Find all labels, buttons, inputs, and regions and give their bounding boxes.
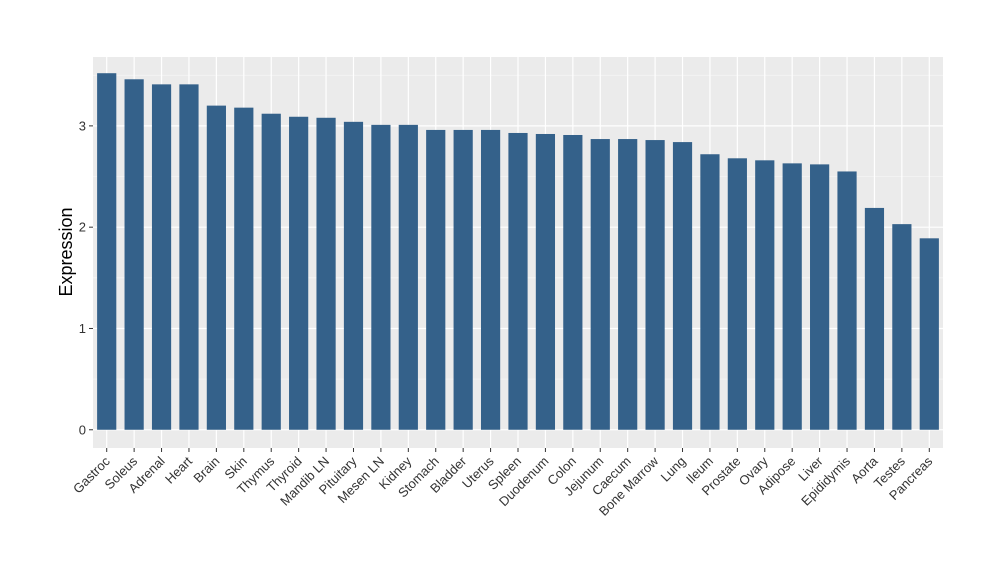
bar-testes — [892, 224, 912, 430]
bar-aorta — [864, 207, 885, 430]
bar-caecum — [618, 139, 638, 430]
bar-liver — [810, 164, 830, 430]
bar-uterus — [480, 129, 501, 430]
bar-epididymis — [837, 171, 857, 430]
bar-brain — [206, 105, 226, 430]
bar-kidney — [398, 124, 418, 430]
y-axis-title: Expression — [56, 207, 76, 296]
bar-jejunum — [590, 139, 610, 430]
bar-thyroid — [289, 116, 309, 430]
bar-soleus — [124, 79, 144, 430]
bar-ovary — [755, 160, 775, 430]
bar-spleen — [508, 132, 528, 430]
bar-lung — [672, 142, 693, 430]
bar-pituitary — [343, 121, 364, 430]
y-tick-label: 0 — [79, 422, 86, 437]
bar-adipose — [782, 163, 802, 430]
bar-thymus — [261, 113, 281, 430]
y-axis: 0 1 2 3 — [79, 118, 93, 437]
bar-prostate — [727, 158, 747, 430]
bar-colon — [563, 134, 583, 430]
bar-gastroc — [97, 73, 117, 430]
bars — [97, 73, 939, 430]
bar-heart — [179, 84, 199, 430]
bar-duodenum — [535, 133, 556, 430]
bar-mandib-ln — [316, 117, 336, 430]
y-tick-label: 3 — [79, 118, 86, 133]
y-tick-label: 1 — [79, 321, 86, 336]
x-tick-label: Gastroc — [70, 453, 113, 496]
bar-skin — [234, 107, 254, 430]
bar-bone-marrow — [645, 140, 665, 430]
bar-ileum — [700, 154, 720, 430]
bar-adrenal — [151, 84, 172, 430]
bar-stomach — [426, 129, 446, 430]
x-tick-label: Brain — [190, 454, 222, 486]
y-tick-label: 2 — [79, 220, 86, 235]
bar-pancreas — [919, 238, 939, 430]
x-tick-label: Lung — [658, 454, 689, 485]
bar-bladder — [453, 129, 473, 430]
x-tick-label: Heart — [162, 453, 195, 486]
x-axis: GastrocSoleusAdrenalHeartBrainSkinThymus… — [70, 448, 936, 519]
bar-mesen-ln — [371, 124, 391, 430]
